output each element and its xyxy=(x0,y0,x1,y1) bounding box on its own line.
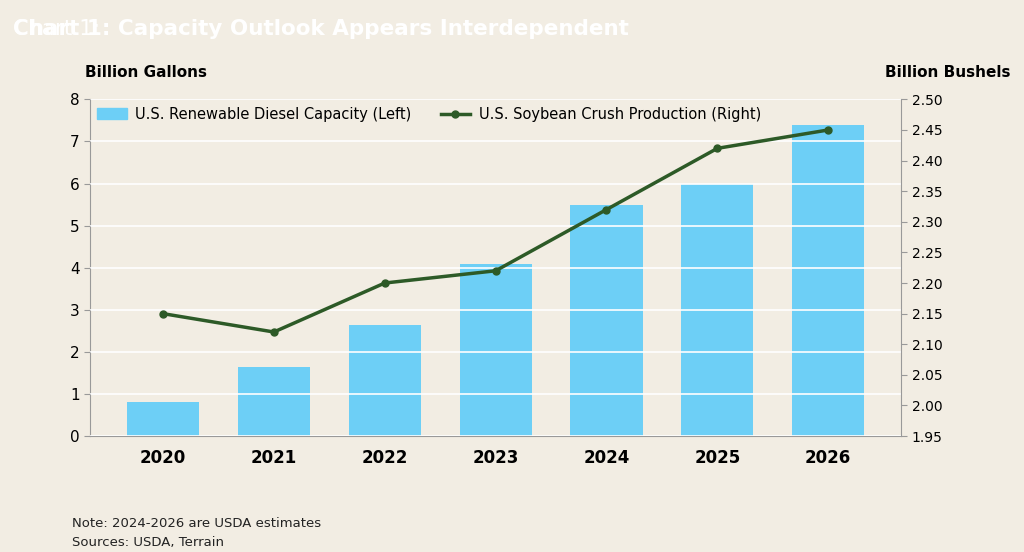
Bar xyxy=(793,125,864,436)
Text: Note: 2024-2026 are USDA estimates
Sources: USDA, Terrain: Note: 2024-2026 are USDA estimates Sourc… xyxy=(72,517,321,549)
Bar xyxy=(681,183,754,436)
Bar xyxy=(349,325,421,436)
Bar xyxy=(570,205,642,436)
Text: Billion Gallons: Billion Gallons xyxy=(85,65,207,80)
Legend: U.S. Renewable Diesel Capacity (Left), U.S. Soybean Crush Production (Right): U.S. Renewable Diesel Capacity (Left), U… xyxy=(97,107,761,121)
Text: Chart 1:: Chart 1: xyxy=(13,19,108,39)
Bar xyxy=(238,367,310,436)
Text: Billion Bushels: Billion Bushels xyxy=(885,65,1011,80)
Bar xyxy=(127,402,199,436)
Bar xyxy=(460,263,531,436)
Text: Chart 1: Capacity Outlook Appears Interdependent: Chart 1: Capacity Outlook Appears Interd… xyxy=(13,19,629,39)
